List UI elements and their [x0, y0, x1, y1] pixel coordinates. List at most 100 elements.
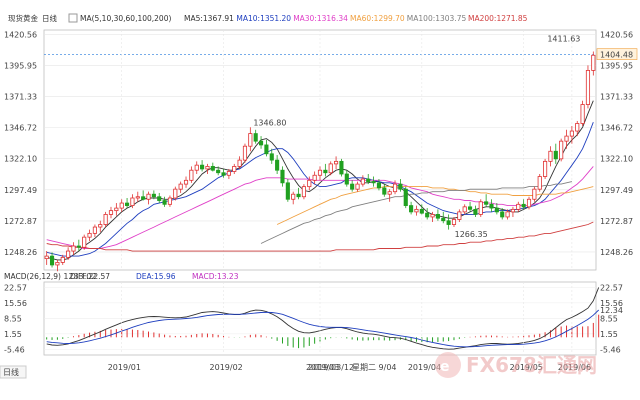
candle-body: [301, 186, 306, 198]
brand-logo-glyph: e: [440, 359, 450, 375]
candle-body: [248, 133, 253, 147]
candle: [183, 176, 189, 188]
macd-y-tick-right: -5.46: [600, 345, 621, 354]
candle: [237, 156, 242, 169]
candle: [264, 139, 269, 157]
macd-y-tick-right: 22.57: [600, 283, 623, 292]
footer: 日线: [0, 365, 27, 379]
candle: [92, 224, 97, 238]
candle: [167, 195, 173, 207]
candle: [387, 189, 392, 202]
header-bg: [0, 0, 640, 28]
candle: [98, 220, 103, 233]
ma-toggle-checkbox[interactable]: [68, 13, 78, 23]
candle-body: [66, 250, 71, 258]
current-price-label: 1404.48: [600, 51, 633, 60]
candle-body: [264, 144, 269, 155]
candle: [446, 214, 451, 230]
candle-body: [355, 183, 360, 190]
candle: [430, 211, 435, 222]
candle-body: [559, 140, 564, 160]
candle: [478, 199, 483, 217]
candle-body: [575, 123, 580, 132]
candle: [135, 191, 140, 202]
y-tick-left: 1272.87: [4, 217, 37, 226]
candle: [71, 242, 76, 255]
candle-body: [494, 207, 499, 213]
candle: [360, 175, 365, 187]
candle: [500, 208, 505, 220]
candle-body: [285, 182, 290, 200]
y-tick-left: 1420.56: [4, 30, 37, 39]
candle: [178, 181, 183, 193]
candle-body: [130, 197, 135, 206]
macd-diff-line: [46, 287, 600, 350]
candle: [344, 170, 349, 187]
candle-body: [210, 166, 215, 171]
candle-body: [392, 183, 398, 193]
brand-name-cn: 汇通网: [537, 353, 597, 377]
candle-body: [548, 150, 553, 162]
ma-legend-ma200: MA200:1271.85: [468, 14, 528, 23]
candle-body: [317, 169, 323, 176]
candle-body: [505, 211, 510, 218]
candle-body: [49, 255, 55, 266]
y-tick-left: 1322.10: [4, 155, 37, 164]
candle: [242, 143, 248, 163]
x-tick-label: 2019/02: [210, 363, 243, 372]
candle: [253, 129, 258, 144]
watermark: e FX678 汇通网: [435, 352, 597, 378]
candle: [392, 180, 398, 195]
candle-body: [162, 200, 167, 205]
ma-legend: MA5:1367.91 MA10:1351.20 MA30:1316.34 MA60:…: [184, 14, 528, 23]
candle: [591, 51, 596, 76]
candle-body: [543, 160, 548, 177]
candle: [376, 179, 382, 191]
candle-body: [173, 188, 178, 199]
candle-body: [473, 208, 478, 215]
candle: [162, 196, 167, 207]
y-tick-right: 1248.26: [600, 248, 633, 257]
candle: [108, 206, 114, 219]
candle-body: [221, 172, 226, 176]
candle-body: [157, 196, 162, 201]
candle-body: [500, 211, 505, 218]
candle-body: [76, 245, 81, 248]
candle: [543, 158, 548, 180]
candle: [559, 138, 564, 162]
candle-body: [451, 219, 457, 225]
candle-body: [44, 255, 49, 260]
candle-body: [532, 188, 537, 200]
candle-body: [226, 171, 231, 176]
candle-body: [205, 166, 210, 170]
candle-body: [296, 193, 301, 198]
period-tab[interactable]: [0, 365, 27, 379]
candle-body: [323, 169, 328, 174]
candle-body: [55, 262, 60, 266]
candle-body: [537, 176, 542, 190]
candle-body: [328, 163, 333, 174]
candle: [462, 204, 467, 215]
candle-body: [344, 173, 349, 185]
candle-body: [371, 181, 376, 184]
candle-body: [194, 164, 199, 171]
candle: [569, 126, 574, 144]
ma-legend-ma10: MA10:1351.20: [236, 14, 291, 23]
macd-y-tick-left: -5.46: [4, 345, 25, 354]
candle-body: [108, 210, 114, 215]
candle: [130, 194, 135, 209]
candle-body: [71, 245, 76, 252]
candle: [323, 163, 328, 177]
candle: [258, 136, 264, 149]
y-tick-right: 1272.87: [600, 217, 633, 226]
candle-body: [151, 193, 156, 198]
candle: [226, 168, 231, 180]
candle: [119, 199, 124, 212]
candle: [575, 120, 580, 137]
candle: [103, 211, 108, 228]
candle-body: [510, 208, 515, 213]
candle: [141, 190, 146, 201]
y-tick-left: 1346.72: [4, 124, 37, 133]
candle-body: [334, 160, 339, 165]
candle: [280, 166, 285, 187]
